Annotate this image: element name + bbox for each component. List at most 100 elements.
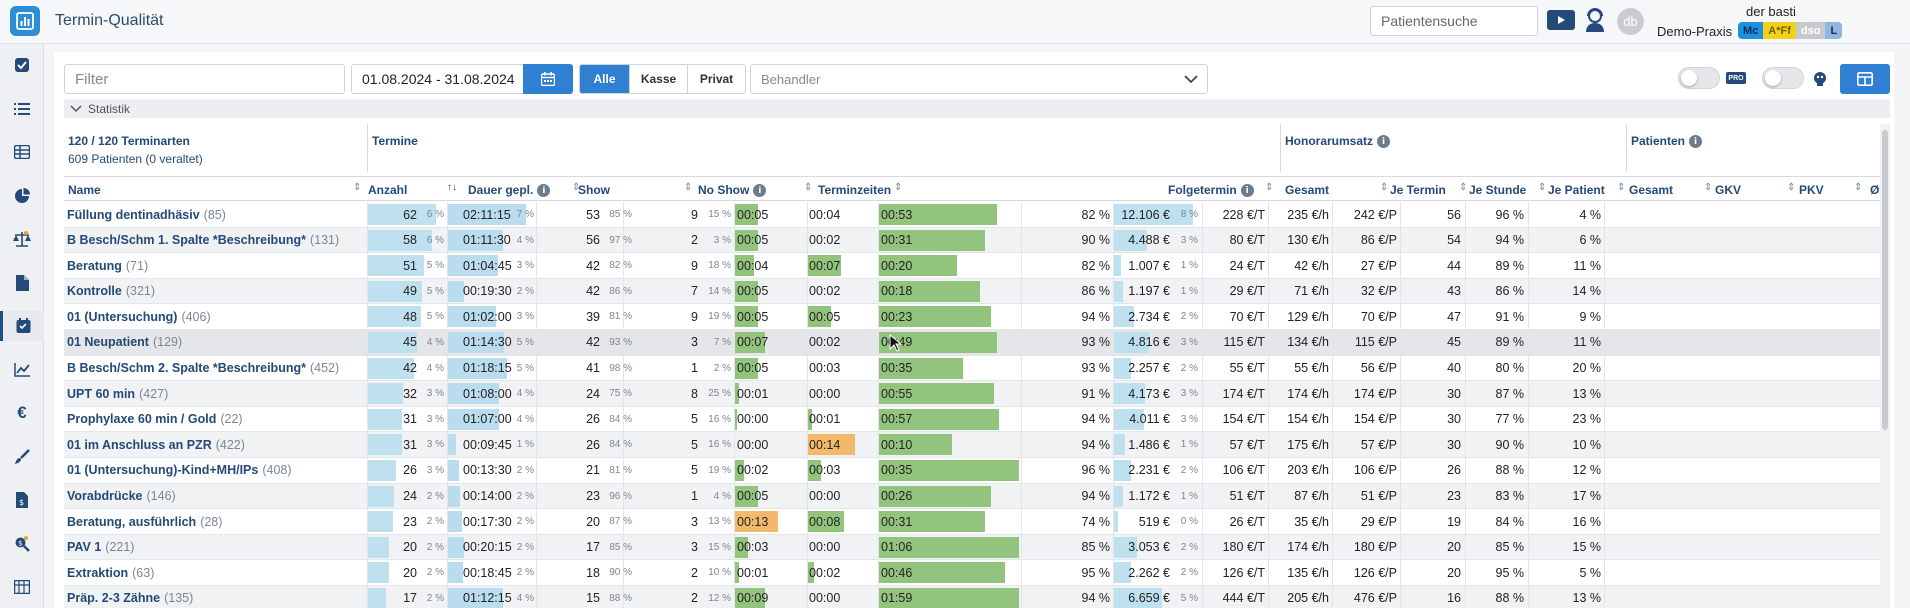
col-noshow[interactable]: No Show i — [698, 183, 767, 198]
info-icon[interactable]: i — [1240, 184, 1254, 198]
pie-chart-icon[interactable] — [0, 181, 44, 211]
table-row[interactable]: Beratung, ausführlich (28) 23 2 % 00:17:30 2 … — [64, 509, 1880, 535]
checkbox-icon[interactable] — [0, 50, 44, 80]
row-name[interactable]: B Besch/Schm 1. Spalte *Beschreibung* (13… — [67, 228, 339, 253]
sort-icon[interactable]: ⇕ — [1380, 182, 1389, 193]
table-row[interactable]: Präp. 2-3 Zähne (135) 17 2 % 01:12:15 4 % 15 88… — [64, 585, 1880, 608]
pro-toggle[interactable] — [1678, 67, 1720, 89]
row-name[interactable]: 01 Neupatient (129) — [67, 330, 182, 355]
row-name[interactable]: Präp. 2-3 Zähne (135) — [67, 586, 193, 608]
line-chart-icon[interactable] — [0, 355, 44, 385]
sort-icon[interactable]: ⇕ — [684, 182, 693, 193]
table-row[interactable]: Extraktion (63) 20 2 % 00:18:45 2 % 18 90 % 2 10 … — [64, 560, 1880, 586]
scale-icon[interactable] — [0, 224, 44, 254]
sort-icon[interactable]: ⇕ — [804, 182, 813, 193]
row-name[interactable]: 01 (Untersuchung) (406) — [67, 304, 211, 329]
statistik-toggle[interactable]: Statistik — [64, 99, 1890, 118]
invoice-icon[interactable]: $ — [0, 485, 44, 515]
calendar-button[interactable] — [523, 64, 573, 94]
sort-icon[interactable]: ⇕ — [894, 182, 903, 193]
col-terminzeiten[interactable]: Terminzeiten — [818, 183, 892, 197]
table-row[interactable]: Vorabdrücke (146) 24 2 % 00:14:00 2 % 23 96 % 1 4… — [64, 483, 1880, 510]
col-gesamt[interactable]: Gesamt — [1285, 183, 1330, 197]
table-row[interactable]: Beratung (71) 51 5 % 01:04:45 3 % 42 82 % 9 18 % 0… — [64, 253, 1880, 279]
app-logo-icon[interactable] — [10, 6, 40, 36]
segment-privat[interactable]: Privat — [688, 65, 745, 93]
row-name[interactable]: PAV 1 (221) — [67, 535, 134, 560]
table-row[interactable]: Kontrolle (321) 49 5 % 00:19:30 2 % 42 86 % 7 14 … — [64, 278, 1880, 305]
col-je-termin[interactable]: Je Termin — [1390, 183, 1446, 197]
table-view-icon — [1857, 72, 1873, 86]
row-name[interactable]: Prophylaxe 60 min / Gold (22) — [67, 407, 243, 432]
col-je-stunde[interactable]: Je Stunde — [1469, 183, 1527, 197]
table-row[interactable]: Füllung dentinadhäsiv (85) 62 6 % 02:11:15 7 … — [64, 202, 1880, 228]
user-avatar[interactable]: db — [1617, 8, 1644, 35]
table-row[interactable]: B Besch/Schm 1. Spalte *Beschreibung* (13… — [64, 227, 1880, 254]
euro-icon[interactable]: € — [17, 403, 27, 422]
behandler-select[interactable]: Behandler — [750, 64, 1208, 94]
sort-icon[interactable]: ⇕ — [1787, 182, 1796, 193]
table-row[interactable]: PAV 1 (221) 20 2 % 00:20:15 2 % 17 85 % 3 15 % 00:… — [64, 534, 1880, 561]
row-name[interactable]: Beratung, ausführlich (28) — [67, 509, 222, 534]
play-video-button[interactable] — [1547, 10, 1575, 30]
sort-icon[interactable]: ⇕ — [1459, 182, 1468, 193]
date-range-input[interactable]: 01.08.2024 - 31.08.2024 — [351, 64, 524, 94]
segment-alle[interactable]: Alle — [580, 65, 630, 93]
segment-kasse[interactable]: Kasse — [630, 65, 688, 93]
sort-icon[interactable]: ⇕ — [1704, 182, 1713, 193]
grid-icon[interactable] — [0, 572, 44, 602]
row-name[interactable]: Füllung dentinadhäsiv (85) — [67, 202, 226, 227]
table-row[interactable]: UPT 60 min (427) 32 3 % 01:08:00 4 % 24 75 % 8 25… — [64, 381, 1880, 407]
row-name[interactable]: 01 im Anschluss an PZR (422) — [67, 432, 245, 457]
sort-icon[interactable]: ⇕ — [353, 182, 362, 193]
info-icon[interactable]: i — [1377, 135, 1391, 149]
filter-input[interactable] — [64, 64, 345, 94]
col-dauer[interactable]: Dauer gepl. i — [468, 183, 551, 198]
table-row[interactable]: 01 (Untersuchung)-Kind+MH/IPs (408) 26 3 % 0… — [64, 457, 1880, 484]
sort-icon[interactable]: ⇕ — [1854, 182, 1863, 193]
col-pkv[interactable]: PKV — [1799, 183, 1824, 197]
support-headset-icon[interactable] — [1582, 6, 1608, 34]
row-name[interactable]: Extraktion (63) — [67, 560, 154, 585]
sort-icon[interactable]: ⇕ — [572, 182, 581, 193]
table-row[interactable]: 01 im Anschluss an PZR (422) 31 3 % 00:09:45… — [64, 432, 1880, 458]
row-name[interactable]: Beratung (71) — [67, 253, 148, 278]
ai-toggle[interactable] — [1762, 67, 1804, 89]
col-name[interactable]: Name — [68, 183, 101, 197]
col-show[interactable]: Show — [578, 183, 610, 197]
row-name[interactable]: Vorabdrücke (146) — [67, 484, 176, 509]
table-view-button[interactable] — [1840, 64, 1890, 94]
list-icon[interactable] — [0, 94, 44, 124]
patient-search-input[interactable] — [1370, 6, 1538, 36]
row-name[interactable]: UPT 60 min (427) — [67, 381, 168, 406]
row-name[interactable]: B Besch/Schm 2. Spalte *Beschreibung* (45… — [67, 356, 339, 381]
document-icon[interactable] — [0, 268, 44, 298]
info-icon[interactable]: i — [537, 184, 551, 198]
column-separator — [536, 534, 537, 560]
table-row[interactable]: B Besch/Schm 2. Spalte *Beschreibung* (45… — [64, 355, 1880, 382]
table-row[interactable]: 01 Neupatient (129) 45 4 % 01:14:30 5 % 42 93 %… — [64, 329, 1880, 356]
scrollbar-thumb[interactable] — [1882, 130, 1888, 430]
brush-icon[interactable] — [0, 442, 44, 472]
search-money-icon[interactable]: $ — [0, 529, 44, 559]
col-anzahl[interactable]: Anzahl — [368, 183, 408, 197]
table-row[interactable]: 01 (Untersuchung) (406) 48 5 % 01:02:00 3 % 39… — [64, 304, 1880, 330]
col-extra[interactable]: Ø — [1870, 183, 1880, 197]
row-name[interactable]: 01 (Untersuchung)-Kind+MH/IPs (408) — [67, 458, 292, 483]
col-je-patient[interactable]: Je Patient — [1548, 183, 1605, 197]
calendar-icon[interactable] — [0, 311, 44, 341]
col-folgetermin[interactable]: Folgetermin i — [1168, 183, 1254, 198]
sort-icon[interactable]: ⇕ — [1617, 182, 1626, 193]
col-pat-gesamt[interactable]: Gesamt — [1629, 183, 1674, 197]
sort-icon[interactable]: ⇕ — [1265, 182, 1274, 193]
row-name-text: 01 Neupatient — [67, 335, 149, 350]
sort-asc-icon[interactable]: ↑↓ — [447, 182, 457, 193]
sort-icon[interactable]: ⇕ — [1538, 182, 1547, 193]
info-icon[interactable]: i — [753, 184, 767, 198]
info-icon[interactable]: i — [1689, 135, 1703, 149]
row-name-text: PAV 1 — [67, 540, 102, 555]
row-name[interactable]: Kontrolle (321) — [67, 279, 155, 304]
col-gkv[interactable]: GKV — [1715, 183, 1742, 197]
table-icon[interactable] — [0, 137, 44, 167]
table-row[interactable]: Prophylaxe 60 min / Gold (22) 31 3 % 01:07:0… — [64, 406, 1880, 433]
